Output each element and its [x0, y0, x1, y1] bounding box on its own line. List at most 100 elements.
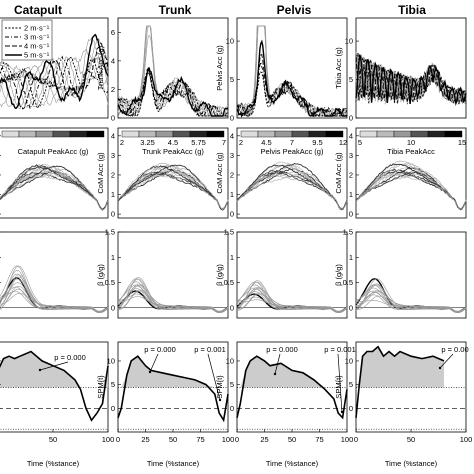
p-value-arrow [149, 353, 159, 373]
p-value-arrow [39, 361, 69, 371]
y-axis-label: β (g/g) [334, 264, 343, 286]
x-axis-label: Time (%stance) [266, 459, 319, 468]
com-acc-trace [236, 171, 348, 209]
beta-trace [118, 289, 229, 313]
x-tick-label: 25 [141, 435, 149, 444]
colorbar-tick: 12 [339, 138, 347, 147]
y-tick-label: 1 [349, 190, 353, 199]
x-tick-label: 100 [222, 435, 235, 444]
y-tick-label: 3 [230, 151, 234, 160]
colorbar-tick: 5.75 [191, 138, 206, 147]
colorbar-segment [376, 130, 395, 138]
y-tick-label: 0 [230, 114, 234, 123]
com-acc-trace [236, 164, 348, 210]
p-value-arrowhead [218, 398, 222, 402]
y-axis-label: β (g/g) [215, 264, 224, 286]
panel-frame [0, 17, 109, 119]
x-tick-label: 50 [169, 435, 177, 444]
colorbar-tick: 15 [458, 138, 466, 147]
y-tick-label: 6 [111, 28, 115, 37]
colorbar-segment [308, 130, 327, 138]
title-tibia: Tibia [398, 3, 426, 17]
accel-trace-speed-2 [236, 71, 348, 117]
colorbar-label: Tibia PeakAcc [387, 147, 435, 156]
y-tick-label: 4 [111, 131, 115, 140]
colorbar-segment [257, 130, 276, 138]
com-acc-trace [355, 171, 467, 210]
x-tick-label: 0 [235, 435, 239, 444]
com-acc-trace [355, 174, 467, 209]
colorbar-segment [35, 130, 54, 138]
colorbar-segment [69, 130, 88, 138]
com-acc-trace [236, 174, 348, 210]
panel-data [0, 25, 467, 430]
colorbar-segment [393, 130, 412, 138]
colorbar-tick: 3.25 [140, 138, 155, 147]
y-tick-label: 4 [111, 56, 115, 65]
beta-trace [237, 286, 348, 313]
colorbar-tick: 4.5 [168, 138, 178, 147]
legend-entry: 4 m·s⁻¹ [24, 42, 50, 51]
com-acc-trace [355, 171, 467, 210]
com-acc-trace [355, 163, 467, 210]
y-tick-label: 0 [230, 303, 234, 312]
y-tick-label: 0 [111, 404, 115, 413]
p-value-annotation: p = 0.000 [144, 345, 176, 354]
y-tick-label: 2 [111, 170, 115, 179]
colorbar-segment [274, 130, 293, 138]
spm-trace [0, 350, 109, 422]
p-value-annotation: p = 0.001 [194, 345, 226, 354]
y-tick-label: 2 [111, 85, 115, 94]
beta-trace [0, 278, 109, 312]
y-tick-label: 1 [111, 190, 115, 199]
x-tick-label: 50 [49, 435, 57, 444]
colorbar-tick: 7 [290, 138, 294, 147]
y-tick-label: 3 [111, 151, 115, 160]
spm-trace [355, 345, 445, 418]
colorbar-segment [18, 130, 37, 138]
panel-labels: Catapult PeakAcc (g) 2 3.25 4.5 5.75 7 Trunk P… [0, 19, 472, 468]
accel-trace-speed-2 [0, 56, 109, 109]
y-axis-label: Trunk Acc (g) [96, 45, 105, 90]
colorbar-segment [155, 130, 174, 138]
y-tick-label: 0 [349, 404, 353, 413]
y-tick-label: 1 [111, 253, 115, 262]
beta-trace [117, 283, 229, 313]
spm-suprathreshold-area [356, 346, 444, 388]
y-tick-label: 5 [349, 380, 353, 389]
y-tick-label: 1 [349, 253, 353, 262]
y-axis-label: CoM Acc (g) [334, 152, 343, 194]
com-acc-trace [355, 173, 467, 210]
p-value-arrow [439, 353, 454, 369]
x-tick-label: 100 [102, 435, 115, 444]
y-tick-label: 0 [111, 210, 115, 219]
y-tick-label: 1 [230, 190, 234, 199]
p-value-annotation: p = 0.000 [266, 345, 298, 354]
com-acc-trace [0, 166, 109, 211]
panel-frame [0, 231, 109, 319]
colorbar-segment [206, 130, 225, 138]
spm-trace [236, 355, 348, 420]
y-axis-label: β (g/g) [96, 264, 105, 286]
p-value-arrow [207, 353, 221, 401]
beta-trace [355, 292, 467, 313]
y-tick-label: 5 [111, 380, 115, 389]
com-acc-trace [355, 169, 467, 210]
y-axis-label: SPM{t} [334, 375, 343, 399]
panel-frame [236, 231, 348, 319]
legend-entry: 3 m·s⁻¹ [24, 33, 50, 42]
title-catapult: Catapult [14, 3, 62, 17]
com-acc-trace [117, 164, 229, 211]
accel-trace-speed-5 [0, 33, 109, 110]
com-acc-trace [117, 171, 229, 211]
y-axis-label: CoM Acc (g) [96, 152, 105, 194]
y-tick-label: 4 [349, 131, 353, 140]
colorbar-segment [359, 130, 378, 138]
com-acc-trace [236, 164, 348, 210]
accel-trace-gray [0, 56, 108, 107]
y-tick-label: 0.5 [343, 278, 353, 287]
y-tick-label: 10 [226, 356, 234, 365]
title-trunk: Trunk [159, 3, 192, 17]
com-acc-trace [0, 169, 109, 210]
com-acc-trace [117, 172, 229, 210]
